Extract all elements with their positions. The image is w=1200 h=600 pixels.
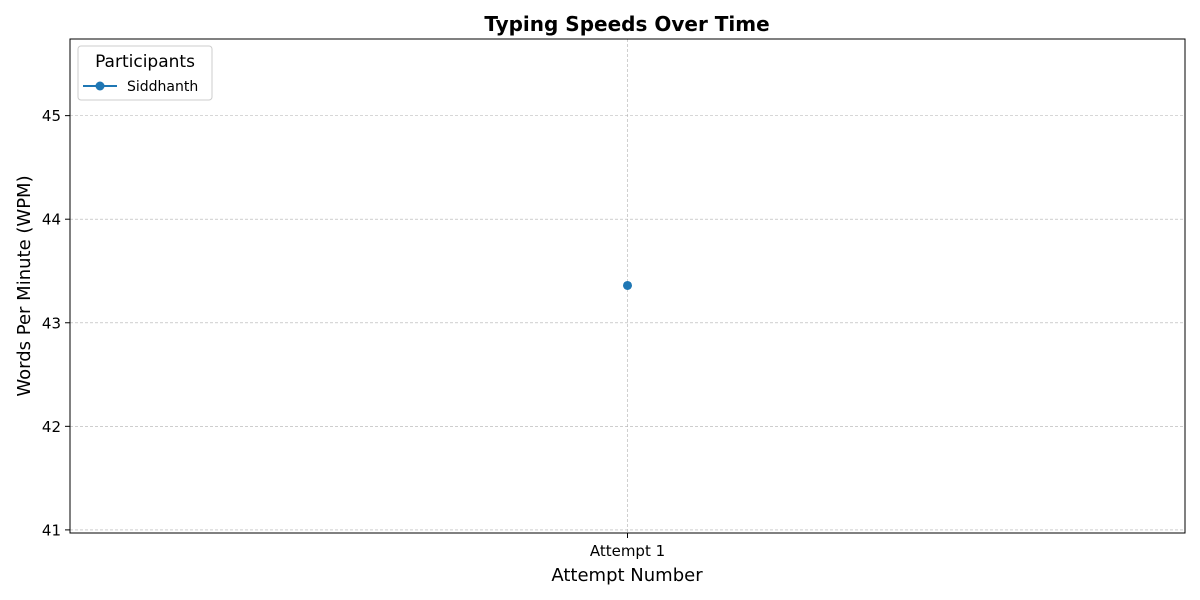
legend: Participants Siddhanth — [77, 45, 213, 101]
series-layer — [623, 280, 632, 290]
x-axis-label: Attempt Number — [551, 565, 703, 586]
legend-title: Participants — [95, 52, 195, 72]
y-tick-label: 42 — [42, 418, 61, 436]
chart-title: Typing Speeds Over Time — [484, 12, 769, 36]
y-tick-label: 43 — [42, 314, 61, 332]
y-tick-label: 45 — [42, 107, 61, 125]
y-axis-label: Words Per Minute (WPM) — [14, 175, 35, 396]
grid — [70, 39, 1185, 533]
axis-ticks: 41 42 43 44 45 Attempt 1 — [42, 107, 665, 560]
y-tick-label: 41 — [42, 521, 61, 539]
legend-label-siddhanth: Siddhanth — [127, 79, 198, 95]
x-tick-label: Attempt 1 — [590, 542, 665, 560]
data-point — [623, 280, 632, 290]
y-tick-label: 44 — [42, 211, 61, 229]
legend-marker-siddhanth — [95, 81, 105, 91]
